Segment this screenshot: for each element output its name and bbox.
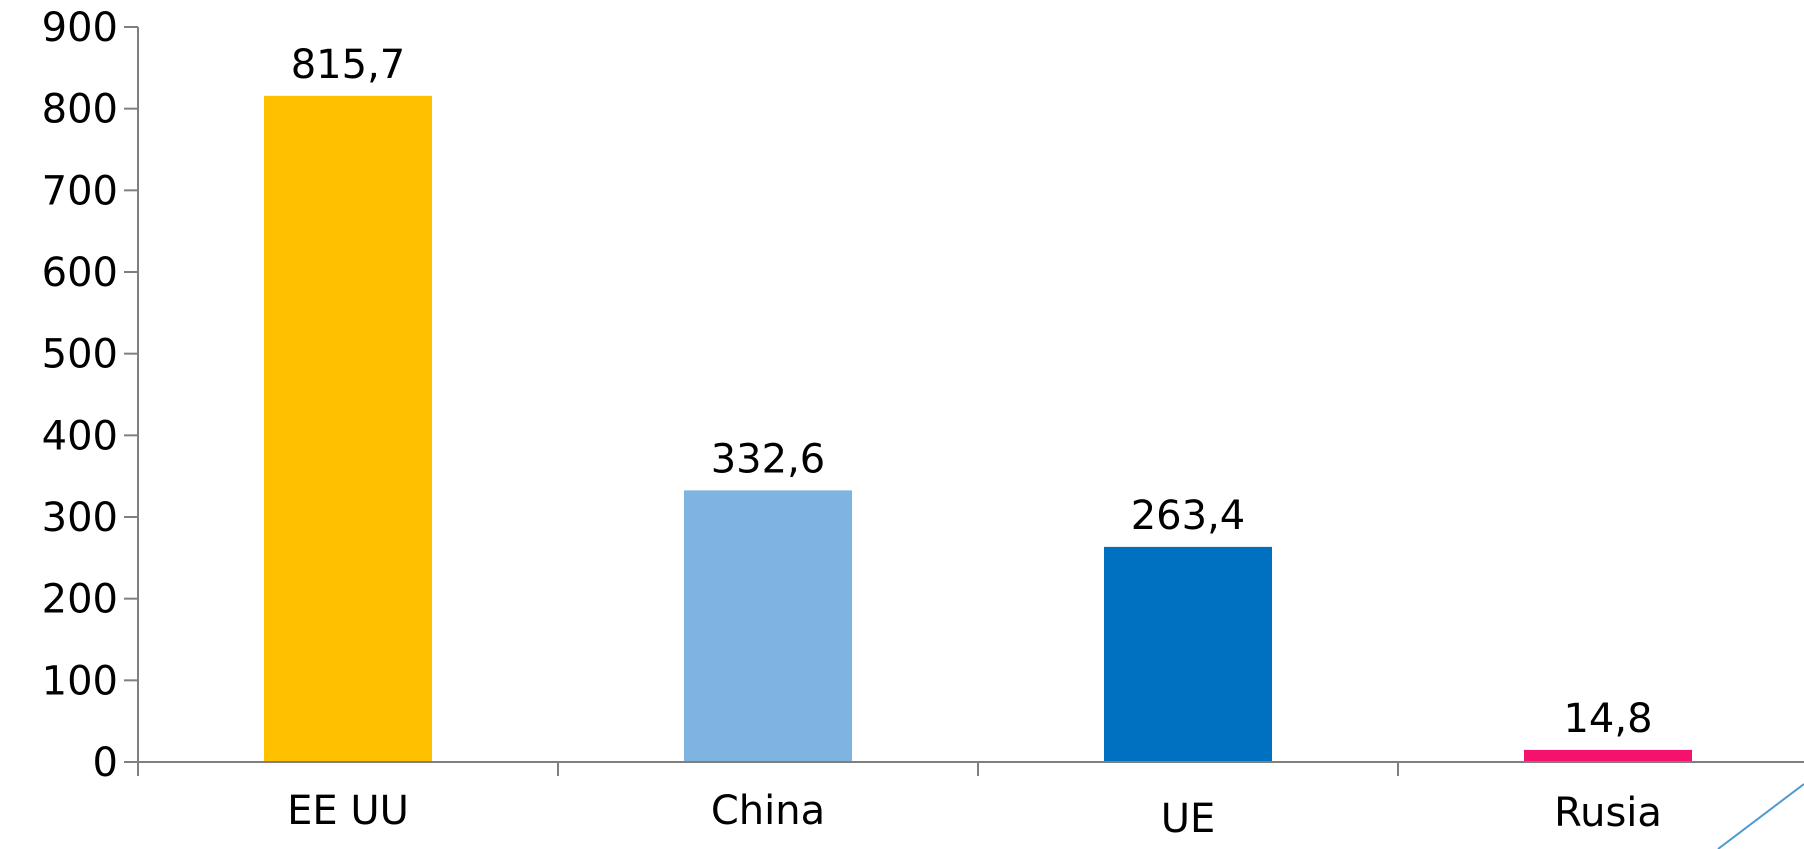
category-label: UE [1161, 796, 1216, 842]
category-labels: EE UU China UE Rusia [287, 788, 1662, 842]
data-label: 14,8 [1563, 696, 1652, 742]
bar-rusia [1524, 749, 1692, 762]
y-tick-label: 100 [42, 658, 118, 704]
data-label: 263,4 [1131, 493, 1246, 539]
y-tick-label: 800 [42, 87, 118, 133]
y-tick-label: 400 [42, 413, 118, 459]
y-tick-label: 600 [42, 250, 118, 296]
bar-ue [1104, 546, 1272, 762]
data-label: 332,6 [711, 436, 826, 482]
data-labels: 815,7 332,6 263,4 14,8 [291, 42, 1653, 742]
y-tick-label: 200 [42, 577, 118, 623]
category-label: China [711, 788, 825, 834]
y-tick-label: 900 [42, 5, 118, 51]
y-tick-label: 700 [42, 168, 118, 214]
y-tick-label: 500 [42, 332, 118, 378]
y-axis-ticks: 0 100 200 300 400 500 600 700 800 900 [42, 5, 138, 786]
y-tick-label: 0 [93, 740, 118, 786]
category-label: Rusia [1554, 790, 1662, 836]
category-label: EE UU [287, 788, 409, 834]
bars [264, 95, 1692, 763]
y-tick-label: 300 [42, 495, 118, 541]
corner-decoration-line [1717, 783, 1804, 849]
bar-ee-uu [264, 95, 432, 763]
data-label: 815,7 [291, 42, 406, 88]
x-axis-ticks [137, 762, 1399, 776]
bar-china [684, 490, 852, 762]
